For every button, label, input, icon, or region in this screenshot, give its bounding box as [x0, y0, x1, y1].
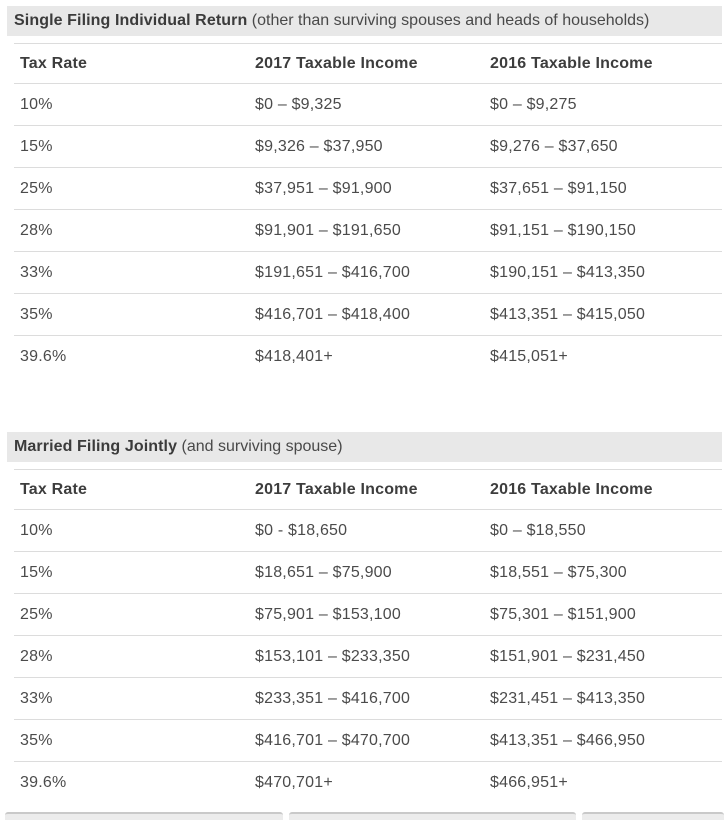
- income-2016-cell: $9,276 – $37,650: [490, 137, 618, 155]
- table-header-row: Tax Rate 2017 Taxable Income 2016 Taxabl…: [14, 469, 722, 510]
- income-2017-cell: $37,951 – $91,900: [255, 179, 392, 197]
- income-2017-cell: $191,651 – $416,700: [255, 263, 411, 281]
- income-2017-cell: $18,651 – $75,900: [255, 563, 392, 581]
- single-filing-table: Tax Rate 2017 Taxable Income 2016 Taxabl…: [14, 43, 722, 378]
- income-2016-cell: $231,451 – $413,350: [490, 689, 646, 707]
- table-header-row: Tax Rate 2017 Taxable Income 2016 Taxabl…: [14, 43, 722, 84]
- income-2017-cell: $9,326 – $37,950: [255, 137, 383, 155]
- cutoff-box: [582, 812, 724, 820]
- income-2016-cell: $413,351 – $415,050: [490, 305, 646, 323]
- income-2017-cell: $418,401+: [255, 348, 333, 365]
- table-row: 10% $0 - $18,650 $0 – $18,550: [14, 510, 722, 552]
- tax-rate-cell: 35%: [20, 305, 53, 323]
- table-row: 10% $0 – $9,325 $0 – $9,275: [14, 84, 722, 126]
- tax-rate-cell: 35%: [20, 731, 53, 749]
- table-row: 28% $153,101 – $233,350 $151,901 – $231,…: [14, 636, 722, 678]
- income-2017-cell: $75,901 – $153,100: [255, 605, 401, 623]
- married-filing-title-band: Married Filing Jointly (and surviving sp…: [7, 432, 722, 462]
- table-row: 35% $416,701 – $418,400 $413,351 – $415,…: [14, 294, 722, 336]
- section-title: Single Filing Individual Return: [14, 12, 248, 29]
- table-row: 33% $191,651 – $416,700 $190,151 – $413,…: [14, 252, 722, 294]
- cutoff-box: [5, 812, 283, 820]
- section-title-note: (other than surviving spouses and heads …: [247, 12, 650, 29]
- income-2016-cell: $0 – $18,550: [490, 521, 586, 539]
- column-header-2017-income: 2017 Taxable Income: [255, 54, 418, 72]
- income-2017-cell: $416,701 – $470,700: [255, 731, 411, 749]
- tax-rate-cell: 33%: [20, 263, 53, 281]
- income-2016-cell: $190,151 – $413,350: [490, 263, 646, 281]
- income-2017-cell: $470,701+: [255, 774, 333, 791]
- column-header-2017-income: 2017 Taxable Income: [255, 480, 418, 498]
- income-2016-cell: $415,051+: [490, 348, 568, 365]
- single-filing-title-band: Single Filing Individual Return (other t…: [7, 6, 722, 36]
- column-header-tax-rate: Tax Rate: [20, 480, 88, 498]
- column-header-2016-income: 2016 Taxable Income: [490, 480, 653, 498]
- table-row: 39.6% $418,401+ $415,051+: [14, 336, 722, 378]
- income-2016-cell: $413,351 – $466,950: [490, 731, 646, 749]
- table-row: 33% $233,351 – $416,700 $231,451 – $413,…: [14, 678, 722, 720]
- tax-rate-cell: 39.6%: [20, 348, 67, 365]
- income-2016-cell: $91,151 – $190,150: [490, 221, 636, 239]
- table-row: 28% $91,901 – $191,650 $91,151 – $190,15…: [14, 210, 722, 252]
- tax-rate-cell: 39.6%: [20, 774, 67, 791]
- income-2016-cell: $151,901 – $231,450: [490, 647, 646, 665]
- income-2017-cell: $0 - $18,650: [255, 521, 348, 539]
- income-2017-cell: $416,701 – $418,400: [255, 305, 411, 323]
- table-row: 35% $416,701 – $470,700 $413,351 – $466,…: [14, 720, 722, 762]
- cutoff-box: [289, 812, 576, 820]
- tax-rate-cell: 15%: [20, 563, 53, 581]
- table-row: 39.6% $470,701+ $466,951+: [14, 762, 722, 804]
- income-2016-cell: $75,301 – $151,900: [490, 605, 636, 623]
- table-row: 15% $9,326 – $37,950 $9,276 – $37,650: [14, 126, 722, 168]
- tax-rate-cell: 33%: [20, 689, 53, 707]
- income-2016-cell: $37,651 – $91,150: [490, 179, 627, 197]
- column-header-tax-rate: Tax Rate: [20, 54, 88, 72]
- tax-rate-cell: 25%: [20, 179, 53, 197]
- tax-rate-cell: 10%: [20, 95, 53, 113]
- income-2017-cell: $153,101 – $233,350: [255, 647, 411, 665]
- income-2016-cell: $18,551 – $75,300: [490, 563, 627, 581]
- section-title-note: (and surviving spouse): [177, 438, 343, 455]
- cutoff-next-section: [5, 812, 728, 820]
- tax-rate-cell: 28%: [20, 647, 53, 665]
- income-2017-cell: $233,351 – $416,700: [255, 689, 411, 707]
- tax-rate-cell: 25%: [20, 605, 53, 623]
- income-2016-cell: $0 – $9,275: [490, 95, 577, 113]
- income-2017-cell: $91,901 – $191,650: [255, 221, 401, 239]
- table-row: 15% $18,651 – $75,900 $18,551 – $75,300: [14, 552, 722, 594]
- tax-rate-cell: 10%: [20, 521, 53, 539]
- column-header-2016-income: 2016 Taxable Income: [490, 54, 653, 72]
- tax-rate-cell: 15%: [20, 137, 53, 155]
- table-row: 25% $75,901 – $153,100 $75,301 – $151,90…: [14, 594, 722, 636]
- income-2017-cell: $0 – $9,325: [255, 95, 342, 113]
- married-filing-table: Tax Rate 2017 Taxable Income 2016 Taxabl…: [14, 469, 722, 804]
- tax-rate-cell: 28%: [20, 221, 53, 239]
- income-2016-cell: $466,951+: [490, 774, 568, 791]
- section-title: Married Filing Jointly: [14, 438, 178, 455]
- table-row: 25% $37,951 – $91,900 $37,651 – $91,150: [14, 168, 722, 210]
